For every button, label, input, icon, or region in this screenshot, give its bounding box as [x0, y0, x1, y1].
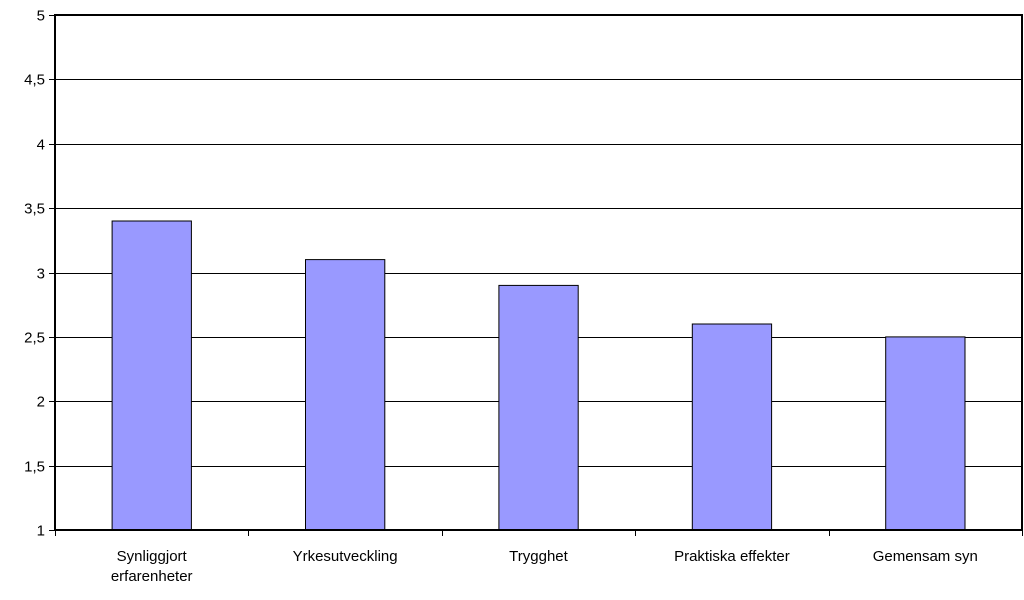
plot-frame — [54, 14, 1023, 531]
x-tick-label: Trygghet — [509, 548, 568, 565]
bar — [111, 220, 192, 531]
bar — [885, 336, 966, 531]
y-tick-label: 4,5 — [24, 72, 45, 89]
x-tick-label: Yrkesutveckling — [293, 548, 398, 565]
x-tick-label: Gemensam syn — [873, 548, 978, 565]
y-tick-label: 5 — [37, 8, 45, 25]
y-tick-label: 3,5 — [24, 201, 45, 218]
y-tick-label: 4 — [37, 137, 45, 154]
axes — [49, 14, 1023, 536]
x-tick-label: erfarenheter — [111, 568, 193, 585]
bar — [305, 259, 386, 531]
bar — [691, 323, 773, 531]
y-tick-label: 2 — [37, 394, 45, 411]
x-tick-label: Praktiska effekter — [674, 548, 790, 565]
y-tick-label: 1 — [37, 523, 45, 540]
bar — [498, 284, 579, 531]
tick-labels: 1 1,5 2 2,5 3 3,5 4 4,5 5 Synliggjort erfarenheter… — [24, 8, 978, 586]
y-tick-label: 3 — [37, 266, 45, 283]
x-tick-label: Synliggjort — [117, 548, 188, 565]
y-tick-label: 1,5 — [24, 459, 45, 476]
y-tick-label: 2,5 — [24, 330, 45, 347]
bars — [111, 220, 966, 531]
